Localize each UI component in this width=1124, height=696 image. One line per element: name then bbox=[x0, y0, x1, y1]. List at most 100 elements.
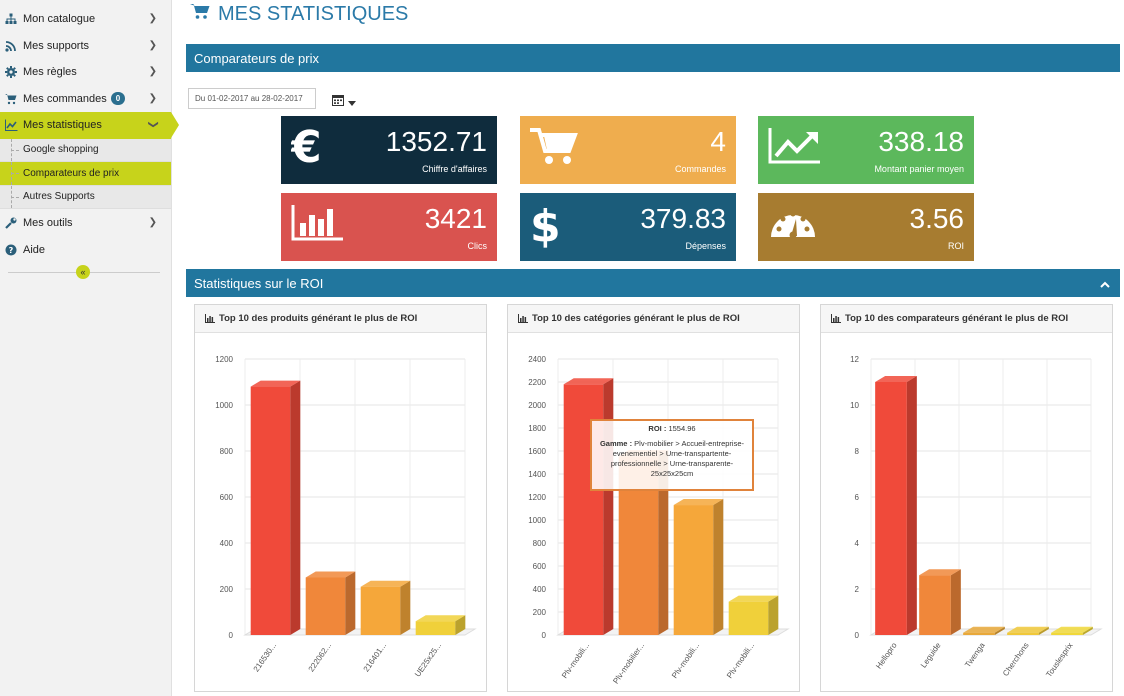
date-range-input[interactable]: Du 01-02-2017 au 28-02-2017 bbox=[188, 88, 316, 109]
bar-top bbox=[305, 571, 356, 578]
bar-top bbox=[1051, 626, 1093, 633]
collapse-section-button[interactable] bbox=[1100, 277, 1110, 292]
sidebar-item-label: Mes règles bbox=[23, 66, 77, 79]
chart-top-categories: 0 200 400 600 800 1000 1200 1400 1600 1800 2000 220… bbox=[528, 355, 790, 685]
sidebar-subitem-google-shopping[interactable]: Google shopping bbox=[0, 138, 171, 162]
bar-front bbox=[673, 505, 714, 635]
bar[interactable] bbox=[1007, 626, 1049, 635]
sidebar-item-catalogue[interactable]: Mon catalogue ❯ bbox=[0, 6, 171, 33]
sidebar-item-label: Mon catalogue bbox=[23, 13, 96, 26]
y-tick-label: 400 bbox=[533, 585, 547, 594]
sidebar-subitem-label: Comparateurs de prix bbox=[23, 167, 120, 179]
chevron-right-icon: ❯ bbox=[148, 92, 157, 104]
bar[interactable] bbox=[250, 380, 301, 635]
help-icon: ? bbox=[4, 243, 18, 257]
bar-side bbox=[290, 380, 301, 635]
panel-header: Top 10 des catégories générant le plus d… bbox=[508, 305, 799, 333]
y-tick-label: 1000 bbox=[528, 516, 546, 525]
y-tick-label: 200 bbox=[220, 585, 234, 594]
bar-top bbox=[919, 569, 961, 576]
stat-value: 3421 bbox=[424, 203, 487, 234]
x-tick-label: Hellopro bbox=[874, 641, 899, 671]
bar-top bbox=[250, 380, 301, 387]
sidebar-item-aide[interactable]: ? Aide bbox=[0, 237, 171, 264]
bar[interactable] bbox=[963, 626, 1005, 635]
y-tick-label: 800 bbox=[220, 447, 234, 456]
cart-icon bbox=[190, 3, 218, 26]
trend-icon bbox=[768, 126, 822, 171]
y-tick-label: 6 bbox=[855, 493, 860, 502]
wrench-icon bbox=[4, 216, 18, 230]
bar-side bbox=[768, 595, 779, 635]
stat-label: Montant panier moyen bbox=[874, 164, 964, 174]
stat-value: 4 bbox=[710, 126, 726, 157]
y-tick-label: 0 bbox=[229, 631, 234, 640]
y-tick-label: 0 bbox=[855, 631, 860, 640]
y-tick-label: 8 bbox=[855, 447, 860, 456]
sidebar: Mon catalogue ❯ Mes supports ❯ Mes règle… bbox=[0, 0, 179, 696]
y-tick-label: 600 bbox=[220, 493, 234, 502]
dollar-icon: $ bbox=[530, 201, 561, 254]
bar-front bbox=[728, 601, 769, 635]
sidebar-item-regles[interactable]: Mes règles ❯ bbox=[0, 59, 171, 86]
bar-side bbox=[658, 450, 669, 635]
x-tick-label: 222062... bbox=[307, 641, 334, 674]
stat-value: 3.56 bbox=[909, 203, 965, 234]
sidebar-subitem-autres-supports[interactable]: Autres Supports bbox=[0, 185, 171, 209]
sidebar-item-commandes[interactable]: Mes commandes 0 ❯ bbox=[0, 86, 171, 113]
chevron-up-icon bbox=[1100, 281, 1110, 288]
calendar-icon bbox=[332, 93, 344, 111]
stat-label: Dépenses bbox=[685, 241, 726, 251]
tooltip-roi-value: 1554.96 bbox=[668, 424, 696, 433]
y-tick-label: 400 bbox=[220, 539, 234, 548]
bar[interactable] bbox=[415, 615, 466, 635]
y-tick-label: 1800 bbox=[528, 424, 546, 433]
stat-label: Chiffre d'affaires bbox=[422, 164, 487, 174]
bar-front bbox=[875, 382, 907, 635]
bar-front bbox=[305, 577, 346, 635]
bar-top bbox=[728, 595, 779, 602]
sidebar-item-supports[interactable]: Mes supports ❯ bbox=[0, 33, 171, 60]
chevron-right-icon: ❯ bbox=[148, 13, 157, 24]
panel-top-categories: Top 10 des catégories générant le plus d… bbox=[507, 304, 800, 692]
y-tick-label: 12 bbox=[850, 355, 859, 364]
panel-title: Top 10 des catégories générant le plus d… bbox=[532, 313, 740, 324]
bar[interactable] bbox=[728, 595, 779, 635]
stat-card-commandes: 4 Commandes bbox=[520, 116, 736, 184]
bar[interactable] bbox=[360, 580, 411, 635]
bar-top bbox=[875, 376, 917, 382]
bar-side bbox=[345, 571, 356, 635]
bar-top bbox=[1007, 626, 1049, 633]
bar[interactable] bbox=[673, 499, 724, 635]
sidebar-item-statistiques[interactable]: Mes statistiques ❯ bbox=[0, 112, 179, 139]
collapse-sidebar-button[interactable]: « bbox=[76, 265, 90, 279]
orders-count-badge: 0 bbox=[110, 92, 126, 106]
stat-label: Commandes bbox=[674, 164, 726, 174]
stat-label: Clics bbox=[467, 241, 488, 251]
bar[interactable] bbox=[919, 569, 961, 635]
section-title: Comparateurs de prix bbox=[194, 50, 319, 66]
bar[interactable] bbox=[875, 376, 917, 635]
bar[interactable] bbox=[305, 571, 356, 636]
bar[interactable] bbox=[563, 378, 614, 635]
y-tick-label: 1600 bbox=[528, 447, 546, 456]
chart-top-comparateurs: 0 2 4 6 8 10 12 Hellopro Leguide Twenga Cherchons T… bbox=[850, 355, 1103, 679]
euro-icon: € bbox=[290, 122, 322, 173]
page-title-text: MES STATISTIQUES bbox=[218, 3, 409, 25]
sidebar-subitem-comparateurs[interactable]: Comparateurs de prix bbox=[0, 162, 171, 186]
svg-text:?: ? bbox=[9, 246, 14, 255]
bar[interactable] bbox=[1051, 626, 1093, 635]
x-tick-label: 216401... bbox=[362, 641, 389, 674]
bar-front bbox=[250, 386, 291, 635]
calendar-button[interactable] bbox=[332, 93, 356, 111]
bar-top bbox=[963, 626, 1005, 633]
sidebar-item-outils[interactable]: Mes outils ❯ bbox=[0, 210, 171, 237]
y-tick-label: 800 bbox=[533, 539, 547, 548]
bar-side bbox=[906, 376, 917, 635]
y-tick-label: 0 bbox=[542, 631, 547, 640]
bar-side bbox=[603, 378, 614, 635]
svg-text:$: $ bbox=[530, 203, 560, 249]
sitemap-icon bbox=[4, 12, 18, 26]
y-tick-label: 1200 bbox=[215, 355, 233, 364]
sidebar-item-label: Aide bbox=[23, 243, 46, 256]
